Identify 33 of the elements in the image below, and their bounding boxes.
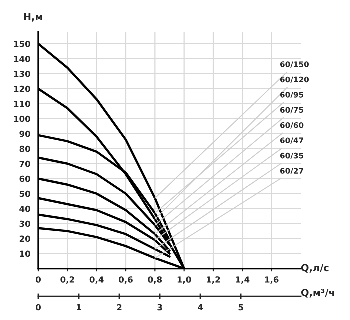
y-tick-label: 80 [20, 146, 30, 152]
y-tick-label: 120 [14, 86, 30, 92]
y-axis-title: H,м [24, 13, 42, 22]
x2-tick-label: 1 [77, 304, 82, 311]
x-tick-label: 0,2 [60, 276, 74, 284]
y-tick-label: 50 [20, 190, 30, 198]
y-tick-label: 20 [20, 236, 30, 242]
y-tick-label: 70 [20, 160, 30, 168]
y-tick-label: 110 [14, 100, 30, 108]
x-axis-title: Q,л/с [301, 264, 329, 273]
x-tick-label: 1,4 [236, 276, 250, 284]
x-tick-label: 0,6 [119, 276, 133, 284]
x2-tick-label: 2 [117, 304, 122, 311]
x-tick-label: 0,8 [148, 276, 162, 284]
x2-tick-label: 3 [158, 304, 162, 311]
x-tick-label: 1,0 [178, 276, 192, 284]
x-tick-label: 0 [36, 276, 41, 283]
y-tick-label: 10 [20, 250, 30, 258]
x-tick-label: 1,2 [207, 276, 220, 284]
x-tick-label: 1,6 [265, 276, 279, 284]
x2-tick-label: 0 [36, 304, 41, 311]
y-tick-label: 30 [20, 220, 30, 228]
y-tick-label: 150 [14, 40, 30, 48]
y-tick-label: 130 [14, 70, 30, 78]
x2-tick-label: 4 [198, 304, 204, 311]
x2-axis-title: Q,м³/ч [301, 289, 334, 298]
y-tick-label: 40 [20, 206, 30, 212]
y-tick-label: 140 [14, 56, 30, 62]
x-tick-label: 0,4 [90, 276, 104, 284]
x2-tick-label: 5 [238, 304, 244, 311]
y-tick-label: 60 [20, 176, 30, 182]
y-tick-label: 90 [20, 130, 30, 138]
y-tick-label: 100 [14, 116, 30, 122]
